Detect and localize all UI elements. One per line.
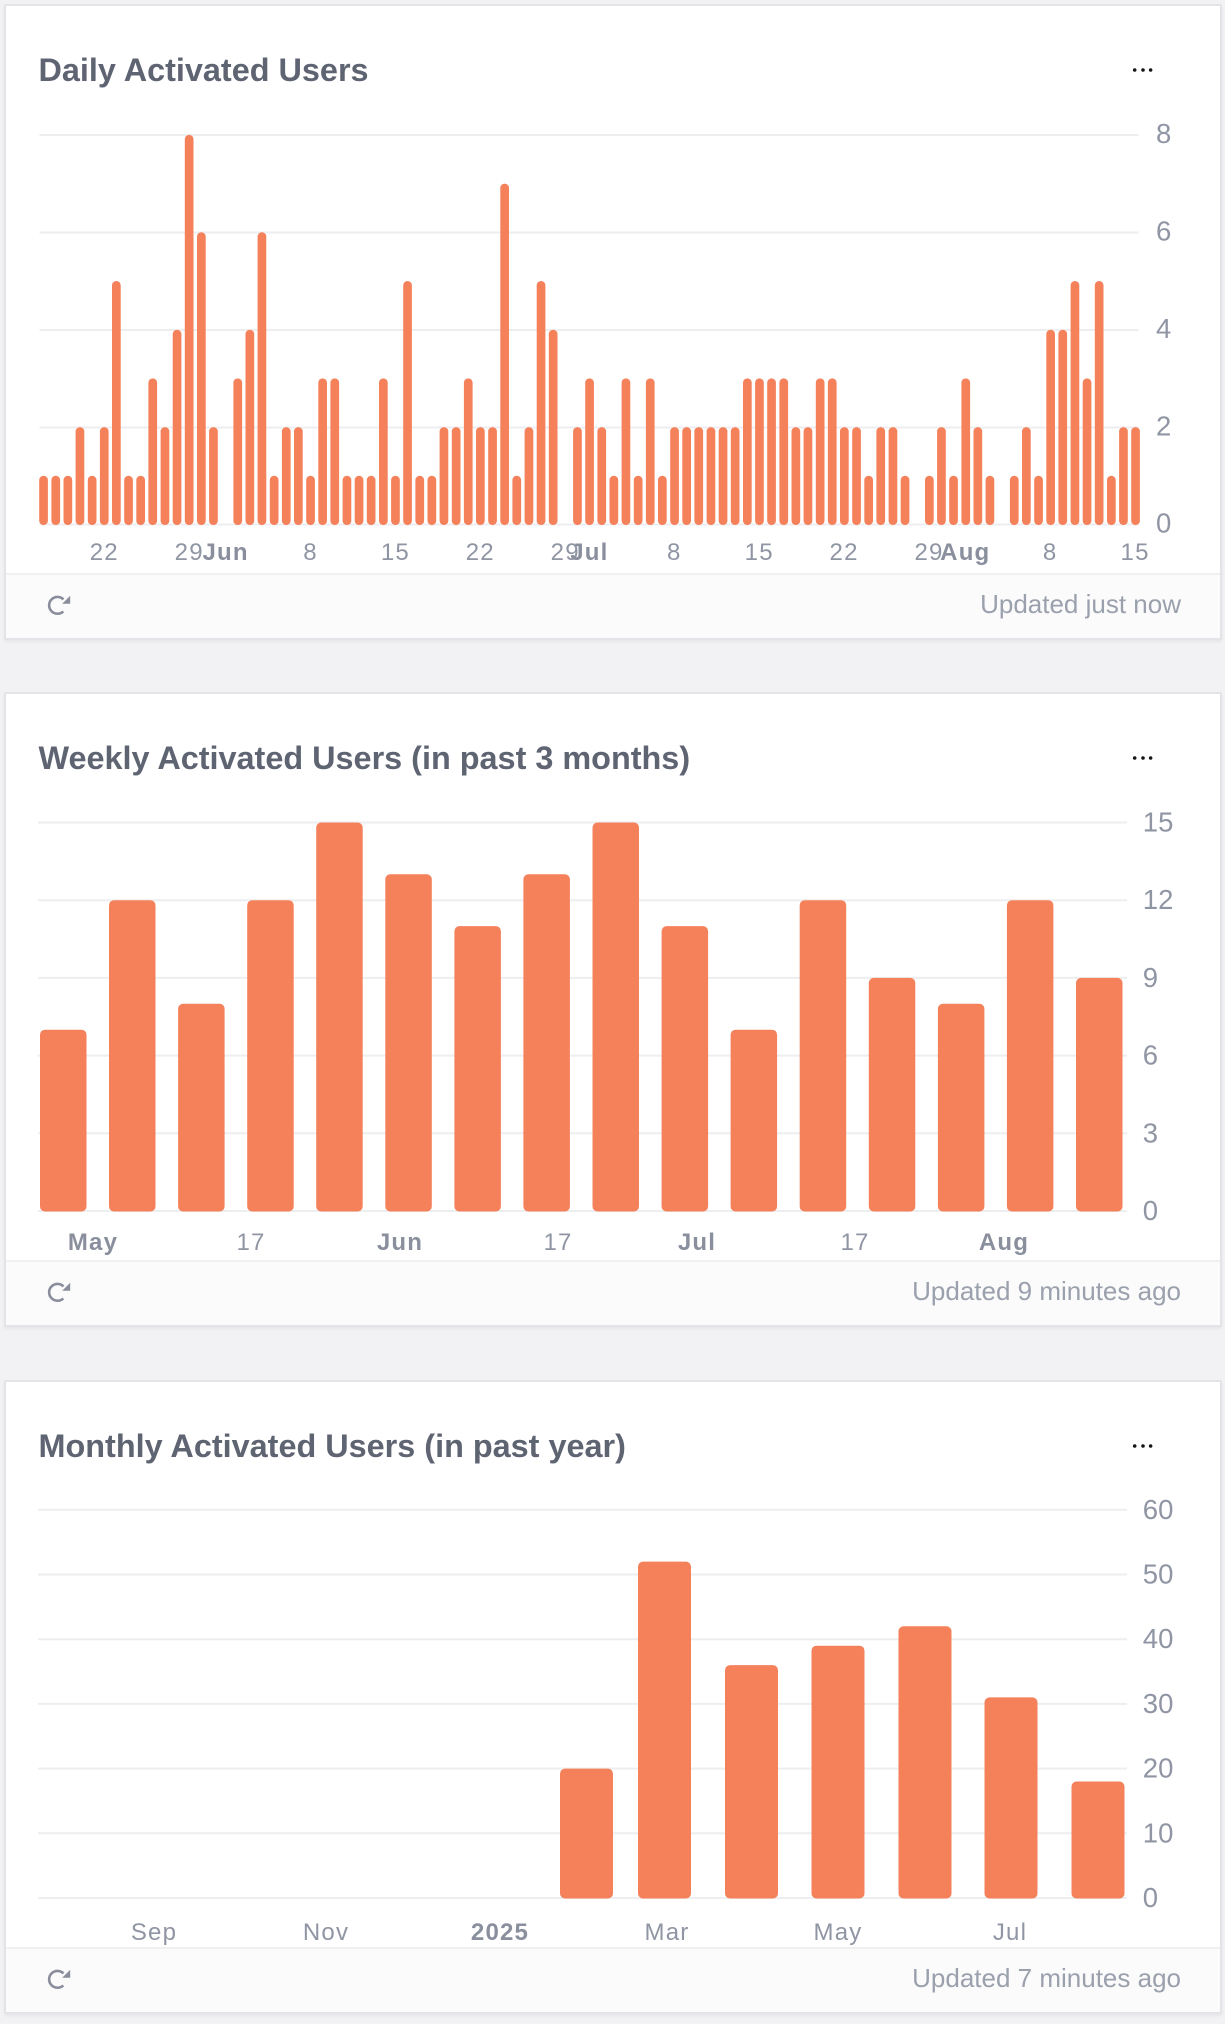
svg-text:15: 15 (381, 539, 410, 566)
svg-text:29: 29 (551, 539, 580, 566)
svg-text:0: 0 (1156, 508, 1171, 539)
svg-text:40: 40 (1143, 1623, 1174, 1654)
svg-text:50: 50 (1143, 1559, 1174, 1590)
svg-text:22: 22 (466, 539, 495, 566)
svg-text:29: 29 (175, 539, 204, 566)
svg-text:0: 0 (1143, 1882, 1158, 1913)
svg-text:8: 8 (303, 539, 318, 566)
svg-text:Mar: Mar (645, 1919, 690, 1946)
svg-text:2: 2 (1156, 411, 1171, 442)
svg-text:6: 6 (1156, 216, 1171, 247)
svg-text:22: 22 (90, 539, 119, 566)
svg-text:2025: 2025 (471, 1919, 529, 1946)
svg-text:15: 15 (1143, 807, 1174, 838)
svg-text:60: 60 (1143, 1494, 1174, 1525)
svg-text:17: 17 (840, 1229, 869, 1256)
svg-text:8: 8 (1043, 539, 1058, 566)
svg-text:Monthly Activated Users (in pa: Monthly Activated Users (in past year) (39, 1428, 626, 1464)
svg-text:22: 22 (830, 539, 859, 566)
svg-text:May: May (68, 1229, 118, 1256)
svg-text:Updated just now: Updated just now (980, 589, 1181, 619)
svg-text:8: 8 (667, 539, 682, 566)
svg-text:20: 20 (1143, 1753, 1174, 1784)
svg-text:Updated 7 minutes ago: Updated 7 minutes ago (912, 1963, 1181, 1993)
svg-text:Jun: Jun (202, 539, 248, 566)
svg-text:Nov: Nov (303, 1919, 349, 1946)
svg-text:Jul: Jul (570, 539, 608, 566)
svg-text:Aug: Aug (979, 1229, 1029, 1256)
svg-text:15: 15 (1121, 539, 1150, 566)
svg-text:29: 29 (914, 539, 943, 566)
svg-text:15: 15 (745, 539, 774, 566)
svg-text:Jul: Jul (993, 1919, 1027, 1946)
svg-text:17: 17 (543, 1229, 572, 1256)
svg-text:12: 12 (1143, 884, 1174, 915)
svg-text:4: 4 (1156, 313, 1171, 344)
svg-text:Jun: Jun (377, 1229, 423, 1256)
svg-text:Jul: Jul (678, 1229, 716, 1256)
svg-text:3: 3 (1143, 1117, 1158, 1148)
svg-text:6: 6 (1143, 1040, 1158, 1071)
svg-text:Daily Activated Users: Daily Activated Users (39, 52, 369, 88)
svg-text:Sep: Sep (131, 1919, 177, 1946)
svg-text:17: 17 (236, 1229, 265, 1256)
svg-text:Weekly Activated Users (in pas: Weekly Activated Users (in past 3 months… (39, 740, 691, 776)
svg-text:Updated 9 minutes ago: Updated 9 minutes ago (912, 1276, 1181, 1306)
svg-text:30: 30 (1143, 1688, 1174, 1719)
svg-text:8: 8 (1156, 118, 1171, 149)
svg-text:May: May (814, 1919, 863, 1946)
svg-text:Aug: Aug (940, 539, 990, 566)
svg-text:10: 10 (1143, 1817, 1174, 1848)
svg-text:0: 0 (1143, 1195, 1158, 1226)
svg-text:9: 9 (1143, 962, 1158, 993)
